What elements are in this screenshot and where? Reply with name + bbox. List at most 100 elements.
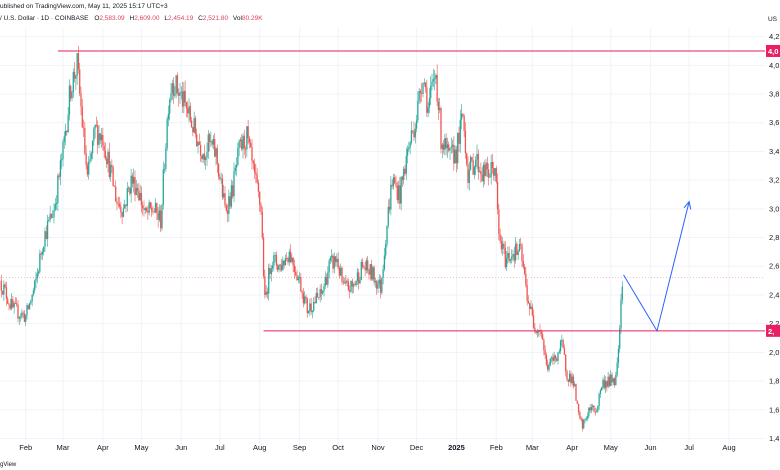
- candle-body: [422, 83, 424, 94]
- candle-body: [25, 315, 27, 322]
- candle-body: [383, 255, 386, 270]
- candle-body: [217, 163, 220, 177]
- candle-body: [381, 277, 383, 293]
- candle-body: [581, 419, 584, 429]
- candle-body: [302, 293, 305, 304]
- x-tick-label: Feb: [490, 443, 503, 452]
- candle-body: [206, 151, 208, 158]
- candle-body: [94, 124, 96, 129]
- candle-body: [268, 267, 270, 294]
- candle-body: [544, 350, 546, 356]
- projection-path: [623, 201, 690, 333]
- candle-body: [66, 130, 68, 133]
- candle-body: [61, 159, 63, 161]
- candle-body: [135, 188, 137, 196]
- candle-body: [37, 271, 40, 274]
- candle-body: [349, 290, 351, 292]
- candle-body: [112, 167, 114, 187]
- candle-body: [251, 146, 253, 161]
- candle-body: [273, 255, 275, 266]
- y-tick-label: 1,4: [769, 434, 779, 443]
- candle-body: [77, 53, 80, 70]
- candle-body: [415, 120, 418, 129]
- symbol-ohlc-legend: / U.S. Dollar · 1D · COINBASE O2,583.09 …: [0, 15, 263, 22]
- candle-body: [88, 161, 90, 175]
- candle-body: [333, 256, 335, 269]
- candle-body: [319, 289, 321, 298]
- candle-body: [201, 155, 203, 160]
- candle-body: [266, 291, 269, 294]
- candle-body: [453, 144, 455, 164]
- candle-body: [216, 148, 218, 164]
- candle-body: [46, 220, 49, 239]
- candle-body: [426, 87, 428, 113]
- x-tick-label: Aug: [722, 443, 735, 452]
- candle-body: [157, 212, 159, 220]
- candle-body: [111, 164, 113, 168]
- candle-body: [122, 208, 125, 217]
- candle-body: [36, 273, 38, 279]
- candle-body: [505, 257, 508, 268]
- candle-body: [148, 202, 150, 213]
- candle-body: [606, 381, 608, 387]
- candle-body: [210, 141, 212, 142]
- candle-body: [448, 144, 450, 151]
- candle-body: [504, 247, 506, 268]
- candle-body: [378, 279, 380, 285]
- candle-body: [345, 280, 347, 284]
- candle-body: [365, 260, 368, 271]
- candle-body: [253, 163, 256, 173]
- candle-body: [307, 310, 310, 313]
- candle-body: [554, 355, 557, 359]
- candle-body: [369, 264, 371, 275]
- candle-body: [516, 243, 518, 255]
- candle-body: [153, 211, 155, 213]
- candle-body: [57, 175, 59, 204]
- candle-body: [327, 272, 329, 285]
- candle-body: [261, 211, 263, 238]
- candle-body: [419, 90, 422, 93]
- candle-body: [387, 206, 389, 226]
- candle-body: [50, 214, 53, 218]
- candle-body: [552, 357, 554, 361]
- candle-body: [603, 379, 605, 389]
- candle-body: [583, 419, 585, 429]
- candle-body: [403, 168, 405, 180]
- candle-body: [165, 148, 167, 169]
- candle-body: [589, 407, 591, 411]
- resistance-badge: [766, 44, 780, 57]
- candle-body: [417, 100, 419, 121]
- candle-body: [563, 348, 566, 355]
- candle-body: [406, 149, 409, 156]
- candle-body: [475, 159, 477, 167]
- candle-body: [485, 162, 487, 177]
- candle-body: [586, 416, 589, 419]
- candle-body: [178, 92, 180, 96]
- candle-body: [203, 153, 206, 161]
- candle-body: [242, 135, 244, 150]
- candle-body: [405, 155, 407, 174]
- candle-body: [522, 260, 524, 268]
- y-tick-label: 3,2: [769, 176, 779, 185]
- candle-body: [616, 362, 618, 375]
- candle-body: [8, 303, 10, 305]
- candle-body: [512, 254, 514, 257]
- x-tick-label: Jul: [215, 443, 225, 452]
- candle-body: [476, 153, 478, 160]
- candle-body: [337, 258, 339, 268]
- candle-body: [611, 374, 613, 383]
- candle-body: [570, 373, 572, 384]
- candle-body: [9, 304, 11, 309]
- x-tick-label: Oct: [332, 443, 345, 452]
- candle-body: [286, 258, 288, 259]
- candle-body: [30, 301, 32, 304]
- candle-body: [370, 264, 373, 280]
- candle-body: [81, 106, 83, 128]
- candle-body: [5, 287, 8, 299]
- candle-body: [278, 264, 280, 270]
- candle-body: [44, 231, 46, 247]
- y-tick-label: 1,8: [769, 377, 779, 386]
- candle-body: [518, 243, 521, 252]
- candle-body: [584, 419, 586, 421]
